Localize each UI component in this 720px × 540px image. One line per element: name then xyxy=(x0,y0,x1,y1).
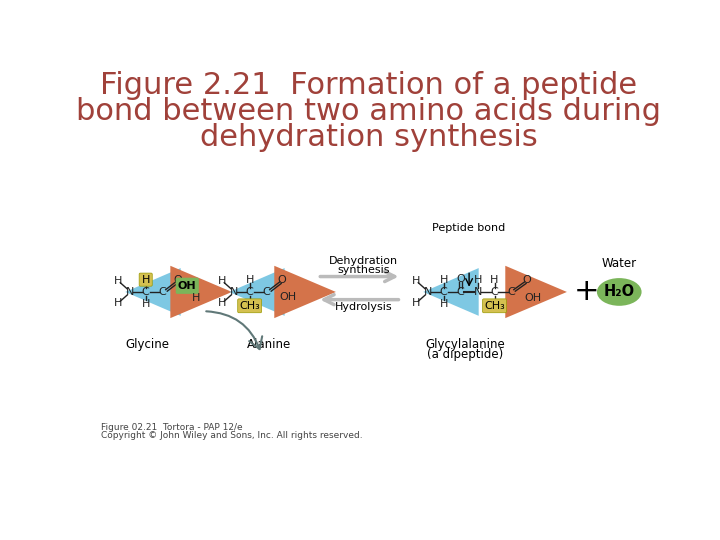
Text: CH₃: CH₃ xyxy=(484,301,505,311)
Text: O: O xyxy=(174,275,182,285)
Text: H: H xyxy=(114,298,122,308)
Text: H: H xyxy=(439,299,448,309)
Text: H: H xyxy=(114,276,122,286)
Text: C: C xyxy=(159,287,166,297)
Text: C: C xyxy=(456,287,464,297)
Text: O: O xyxy=(456,274,465,284)
Polygon shape xyxy=(229,268,284,316)
Text: H₂O: H₂O xyxy=(603,285,635,300)
Text: H: H xyxy=(412,298,420,308)
Text: Figure 02.21  Tortora - PAP 12/e: Figure 02.21 Tortora - PAP 12/e xyxy=(101,423,243,432)
Text: Alanine: Alanine xyxy=(247,338,291,351)
Text: Dehydration: Dehydration xyxy=(328,256,397,266)
Text: N: N xyxy=(230,287,238,297)
Text: H: H xyxy=(192,293,201,303)
FancyArrowPatch shape xyxy=(206,311,262,349)
Text: H: H xyxy=(142,299,150,309)
Polygon shape xyxy=(274,266,336,318)
Text: C: C xyxy=(246,287,253,297)
Text: bond between two amino acids during: bond between two amino acids during xyxy=(76,97,662,126)
FancyBboxPatch shape xyxy=(238,299,261,313)
Text: N: N xyxy=(424,287,433,297)
Text: Peptide bond: Peptide bond xyxy=(433,222,505,233)
Text: Copyright © John Wiley and Sons, Inc. All rights reserved.: Copyright © John Wiley and Sons, Inc. Al… xyxy=(101,430,363,440)
Text: Glycylalanine: Glycylalanine xyxy=(426,338,505,351)
Text: O: O xyxy=(278,275,287,285)
Text: H: H xyxy=(142,275,150,285)
Text: O: O xyxy=(523,275,531,285)
Text: OH: OH xyxy=(279,292,297,301)
Text: Glycine: Glycine xyxy=(125,338,169,351)
Text: H: H xyxy=(217,298,226,308)
Text: C: C xyxy=(508,287,516,297)
Text: +: + xyxy=(574,278,600,306)
Text: C: C xyxy=(142,287,150,297)
Polygon shape xyxy=(423,268,479,316)
Text: H: H xyxy=(246,275,254,285)
Text: H: H xyxy=(473,275,482,285)
Text: H: H xyxy=(439,275,448,285)
Text: C: C xyxy=(440,287,448,297)
Ellipse shape xyxy=(597,278,642,306)
Text: CH₃: CH₃ xyxy=(239,301,260,311)
Text: Water: Water xyxy=(602,258,636,271)
Text: H: H xyxy=(490,275,499,285)
FancyBboxPatch shape xyxy=(176,278,199,294)
Polygon shape xyxy=(171,266,232,318)
Text: N: N xyxy=(473,287,482,297)
Text: OH: OH xyxy=(178,281,197,291)
Text: dehydration synthesis: dehydration synthesis xyxy=(200,123,538,152)
Text: Hydrolysis: Hydrolysis xyxy=(334,302,392,312)
Polygon shape xyxy=(125,268,181,316)
Text: C: C xyxy=(263,287,271,297)
Text: H: H xyxy=(412,276,420,286)
FancyBboxPatch shape xyxy=(482,299,506,313)
Text: OH: OH xyxy=(524,293,541,303)
Text: H: H xyxy=(217,276,226,286)
Text: C: C xyxy=(490,287,498,297)
Text: (a dipeptide): (a dipeptide) xyxy=(427,348,503,361)
FancyBboxPatch shape xyxy=(139,273,152,286)
Text: synthesis: synthesis xyxy=(337,265,390,275)
Polygon shape xyxy=(505,266,567,318)
Text: N: N xyxy=(126,287,135,297)
Text: Figure 2.21  Formation of a peptide: Figure 2.21 Formation of a peptide xyxy=(100,71,638,100)
